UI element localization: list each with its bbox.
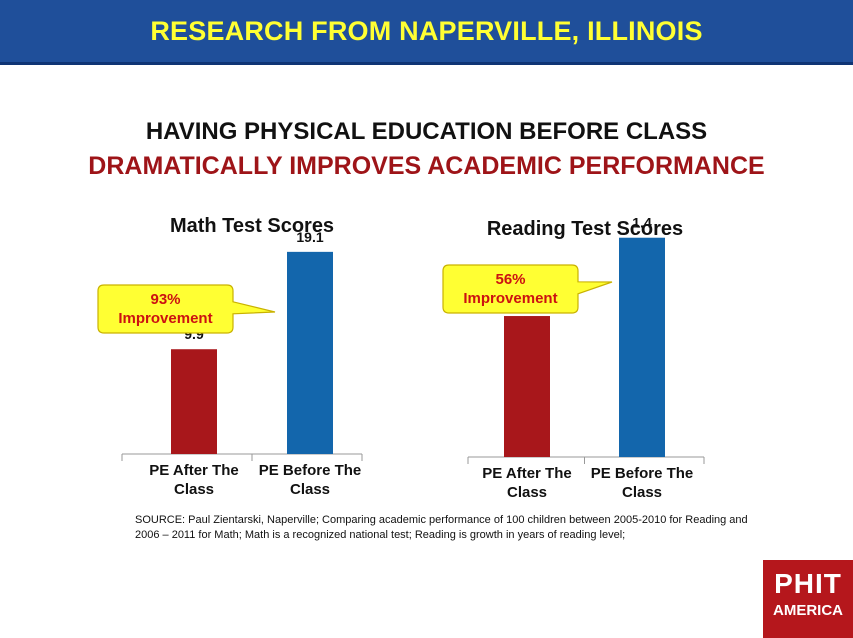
reading-category-label: PE After The <box>482 465 571 482</box>
logo-text-top: PHIT <box>774 568 842 599</box>
math-value-label: 19.1 <box>296 229 323 245</box>
reading-bar-pe-after <box>504 316 550 457</box>
reading-value-label: 1.4 <box>632 215 652 231</box>
headline-line-2: DRAMATICALLY IMPROVES ACADEMIC PERFORMAN… <box>88 152 765 180</box>
math-chart-title: Math Test Scores <box>169 215 335 237</box>
reading-chart-title: Reading Test Scores <box>486 218 684 240</box>
reading-category-label: PE Before The <box>591 465 694 482</box>
math-bar-pe-after <box>171 349 217 454</box>
math-category-label: Class <box>290 481 330 498</box>
math-callout-percent: 93% <box>150 291 180 308</box>
math-improvement-callout <box>97 284 276 334</box>
math-bar-pe-before <box>287 251 333 454</box>
reading-bar-pe-before <box>619 237 665 457</box>
headline-line-1: HAVING PHYSICAL EDUCATION BEFORE CLASS <box>145 118 708 145</box>
source-note: SOURCE: Paul Zientarski, Naperville; Com… <box>135 514 748 541</box>
reading-callout-percent: 56% <box>495 271 525 288</box>
title-banner: RESEARCH FROM NAPERVILLE, ILLINOIS <box>0 0 853 65</box>
reading-improvement-callout <box>442 264 613 314</box>
math-category-label: PE Before The <box>259 462 362 479</box>
reading-category-label: Class <box>622 484 662 501</box>
phit-america-logo: PHIT AMERICA <box>763 560 853 638</box>
math-callout-label: Improvement <box>118 310 212 327</box>
logo-text-bottom: AMERICA <box>773 602 843 619</box>
reading-callout-label: Improvement <box>463 290 557 307</box>
banner-title: RESEARCH FROM NAPERVILLE, ILLINOIS <box>150 15 703 46</box>
math-category-label: Class <box>174 481 214 498</box>
reading-category-label: Class <box>507 484 547 501</box>
math-category-label: PE After The <box>149 462 238 479</box>
